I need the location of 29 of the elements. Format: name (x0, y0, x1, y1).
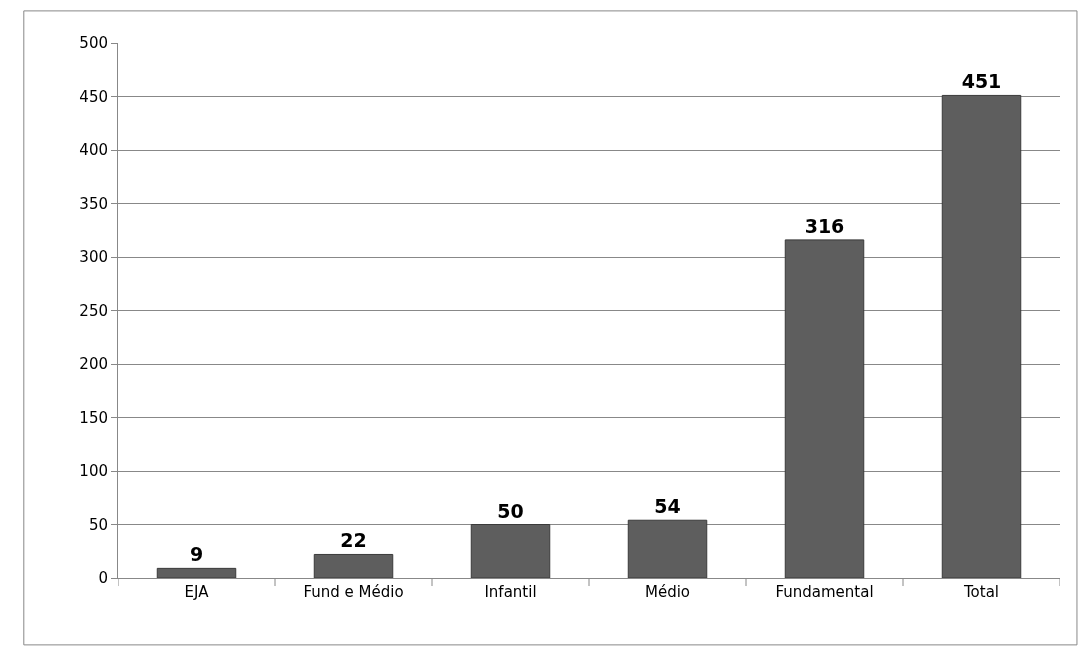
data-label: 451 (961, 70, 1002, 93)
y-tick-label: 0 (98, 569, 108, 588)
y-tick-label: 50 (88, 515, 108, 534)
bar (313, 553, 394, 578)
data-label: 316 (804, 214, 845, 237)
x-tick-label: Total (962, 583, 1000, 601)
bar (470, 524, 551, 578)
y-tick-label: 100 (79, 462, 108, 481)
y-tick-label: 250 (79, 301, 108, 320)
y-tick-label: 500 (79, 34, 108, 53)
x-tick-label: Fund e Médio (303, 583, 404, 601)
x-tick-label: Fundamental (775, 583, 874, 601)
y-tick-label: 450 (79, 87, 108, 106)
y-tick-label: 400 (79, 141, 108, 160)
bar (941, 94, 1022, 578)
data-label: 9 (189, 543, 204, 566)
x-tick-label: Infantil (484, 583, 537, 601)
y-tick-label: 200 (79, 355, 108, 374)
x-tick-label: Médio (644, 583, 691, 601)
y-tick-label: 300 (79, 248, 108, 267)
bar (784, 239, 865, 578)
y-tick-label: 150 (79, 408, 108, 427)
x-tick-label: EJA (184, 583, 210, 601)
data-label: 50 (497, 499, 524, 522)
data-label: 22 (340, 529, 367, 552)
bar (156, 567, 237, 578)
data-label: 54 (654, 495, 681, 518)
bar (627, 519, 708, 578)
y-tick-label: 350 (79, 194, 108, 213)
